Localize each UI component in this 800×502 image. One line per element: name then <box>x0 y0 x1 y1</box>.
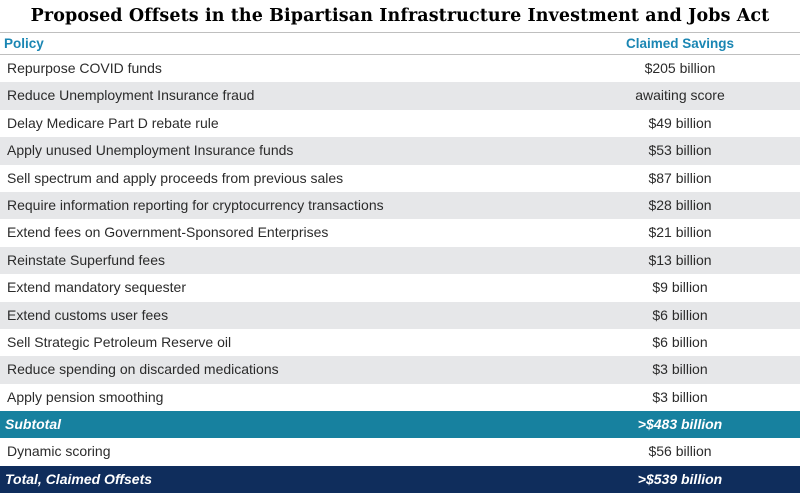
table-row: Reinstate Superfund fees $13 billion <box>0 246 800 275</box>
column-header-policy: Policy <box>4 36 44 51</box>
policy-cell: Apply pension smoothing <box>7 388 164 405</box>
dynamic-scoring-label: Dynamic scoring <box>7 443 111 460</box>
table-row: Reduce spending on discarded medications… <box>0 356 800 384</box>
table-row: Sell spectrum and apply proceeds from pr… <box>0 165 800 192</box>
subtotal-value: >$483 billion <box>637 416 723 433</box>
table-row: Extend mandatory sequester $9 billion <box>0 274 800 301</box>
policy-cell: Reduce Unemployment Insurance fraud <box>7 87 255 104</box>
savings-cell: awaiting score <box>635 87 725 104</box>
savings-cell: $205 billion <box>644 60 716 76</box>
table-row: Repurpose COVID funds $205 billion <box>0 55 800 82</box>
policy-cell: Extend customs user fees <box>7 306 169 323</box>
total-value: >$539 billion <box>637 470 723 487</box>
table-header: Policy Claimed Savings <box>0 32 800 55</box>
table-row: Reduce Unemployment Insurance fraud awai… <box>0 82 800 110</box>
savings-cell: $87 billion <box>648 169 712 186</box>
column-header-savings: Claimed Savings <box>625 36 735 51</box>
policy-cell: Sell spectrum and apply proceeds from pr… <box>7 169 344 186</box>
table-row: Require information reporting for crypto… <box>0 191 800 220</box>
table-title: Proposed Offsets in the Bipartisan Infra… <box>30 6 770 26</box>
table-row: Extend fees on Government-Sponsored Ente… <box>0 219 800 246</box>
table-row: Extend customs user fees $6 billion <box>0 301 800 329</box>
policy-cell: Delay Medicare Part D rebate rule <box>7 114 219 131</box>
policy-cell: Repurpose COVID funds <box>7 60 162 76</box>
savings-cell: $21 billion <box>648 224 712 241</box>
table-row: Apply pension smoothing $3 billion <box>0 384 800 411</box>
dynamic-scoring-row: Dynamic scoring $56 billion <box>0 438 800 465</box>
total-row: Total, Claimed Offsets >$539 billion <box>0 465 800 494</box>
policy-cell: Reinstate Superfund fees <box>7 251 165 268</box>
subtotal-row: Subtotal >$483 billion <box>0 411 800 439</box>
savings-cell: $49 billion <box>648 114 712 131</box>
table-row: Delay Medicare Part D rebate rule $49 bi… <box>0 110 800 137</box>
table-row: Apply unused Unemployment Insurance fund… <box>0 137 800 165</box>
policy-cell: Extend fees on Government-Sponsored Ente… <box>7 224 329 241</box>
total-label: Total, Claimed Offsets <box>5 470 153 487</box>
savings-cell: $3 billion <box>652 388 708 405</box>
savings-cell: $3 billion <box>652 361 708 378</box>
savings-cell: $28 billion <box>648 196 712 213</box>
savings-cell: $6 billion <box>652 306 708 323</box>
subtotal-label: Subtotal <box>5 416 61 433</box>
dynamic-scoring-value: $56 billion <box>648 443 712 460</box>
policy-cell: Apply unused Unemployment Insurance fund… <box>7 142 294 159</box>
savings-cell: $53 billion <box>648 142 712 159</box>
policy-cell: Sell Strategic Petroleum Reserve oil <box>7 333 232 350</box>
savings-cell: $13 billion <box>648 251 712 268</box>
policy-cell: Require information reporting for crypto… <box>7 196 384 213</box>
savings-cell: $6 billion <box>652 333 708 350</box>
table-row: Sell Strategic Petroleum Reserve oil $6 … <box>0 329 800 356</box>
savings-cell: $9 billion <box>652 279 708 296</box>
policy-cell: Reduce spending on discarded medications <box>7 361 279 378</box>
policy-cell: Extend mandatory sequester <box>7 279 186 296</box>
